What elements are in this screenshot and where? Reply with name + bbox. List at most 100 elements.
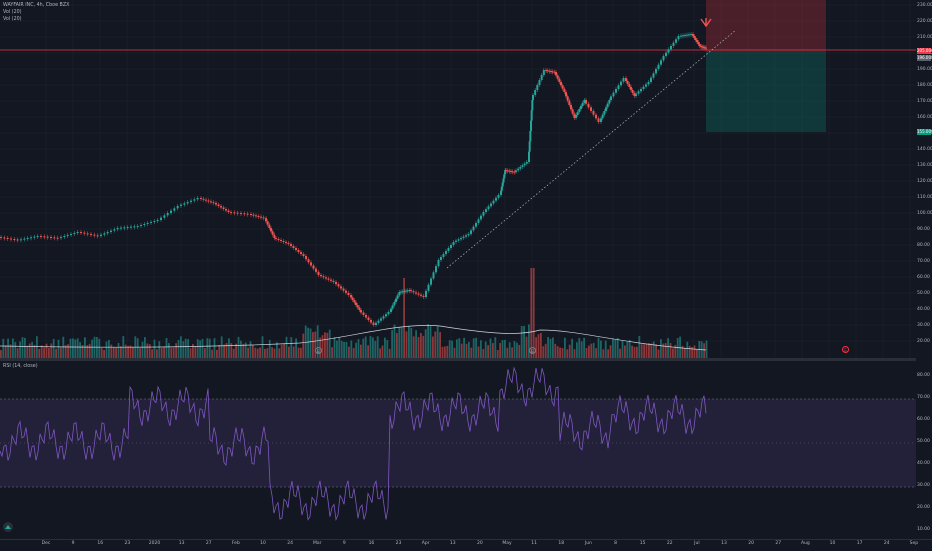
price-axis[interactable] (916, 0, 932, 539)
pane-divider[interactable] (0, 358, 932, 361)
volume-bar (516, 342, 518, 358)
volume-bar (103, 349, 105, 358)
candle (513, 171, 516, 173)
price-tick-label: 160.00 (917, 115, 932, 120)
volume-bar (86, 345, 89, 358)
candle (260, 216, 262, 218)
candle (485, 209, 487, 212)
candle (302, 254, 305, 256)
earnings-badge[interactable]: E (842, 346, 849, 353)
price-tick-label: 70.00 (917, 259, 930, 264)
volume-bar (177, 340, 180, 358)
candle (40, 236, 42, 237)
candle (617, 85, 620, 89)
volume-bar (626, 341, 629, 358)
volume-bar (619, 348, 621, 358)
volume-bar (26, 345, 29, 358)
time-axis[interactable] (0, 539, 932, 551)
volume-bar (542, 346, 545, 358)
time-tick-label: Jul (694, 541, 700, 546)
volume-bar (201, 338, 204, 358)
candle (140, 225, 142, 226)
volume-bar (487, 345, 489, 358)
volume-bar (309, 328, 312, 358)
candle (536, 85, 539, 90)
candle (270, 228, 272, 232)
candle (193, 199, 196, 201)
candle (252, 214, 255, 216)
price-chart-canvas[interactable] (0, 0, 916, 358)
candle (490, 203, 492, 207)
candle (597, 118, 600, 122)
candle (455, 240, 457, 242)
earnings-badge[interactable]: E (529, 347, 536, 354)
time-tick-label: May (502, 541, 512, 546)
candle (571, 109, 574, 114)
volume-bar (60, 347, 62, 358)
candle (46, 236, 49, 238)
candle (590, 107, 592, 111)
candle (90, 234, 92, 235)
volume-bar (165, 337, 168, 358)
rsi-line (0, 366, 707, 522)
tradingview-logo[interactable] (3, 522, 13, 532)
time-tick-label: 16 (97, 541, 104, 546)
volume-bar (537, 334, 540, 358)
candle (487, 206, 490, 210)
volume-bar (458, 338, 461, 358)
candle (435, 266, 437, 273)
volume-bar (204, 348, 206, 358)
volume-bar (45, 343, 48, 358)
candle (505, 170, 507, 171)
time-tick-label: 13 (721, 541, 727, 546)
current-price-tag: 196.000 (917, 55, 932, 61)
volume-bar (79, 342, 81, 358)
rsi-canvas[interactable] (0, 361, 916, 539)
price-chart-pane[interactable] (0, 0, 916, 358)
candle (637, 91, 640, 94)
volume-bar (628, 339, 631, 358)
volume-bar (705, 340, 708, 358)
candle (600, 118, 602, 122)
candle (538, 80, 541, 85)
price-tick-label: 80.00 (917, 243, 930, 248)
earnings-badge[interactable]: E (315, 347, 322, 354)
volume-bar (52, 338, 55, 358)
volume-bar (307, 327, 309, 358)
volume-bar (283, 343, 285, 358)
volume-bar (679, 336, 681, 358)
volume-bar (703, 343, 705, 358)
volume-bar (249, 341, 252, 358)
candle (120, 227, 122, 229)
candle (587, 103, 590, 108)
volume-bar (386, 340, 389, 358)
volume-bar (192, 343, 194, 358)
volume-bar (525, 336, 528, 358)
candle (420, 294, 422, 296)
candle (665, 52, 667, 56)
volume-bar (676, 338, 679, 358)
volume-bar (494, 337, 497, 358)
rsi-pane[interactable] (0, 361, 916, 539)
candle (36, 236, 39, 237)
candle (555, 72, 557, 76)
time-tick-label: 18 (558, 541, 565, 546)
price-tick-label: 180.00 (917, 83, 932, 88)
volume-bar (633, 346, 636, 358)
candle (93, 234, 96, 236)
candle (202, 198, 205, 200)
volume-bar (597, 337, 600, 358)
volume-bar (484, 341, 487, 358)
candle (525, 162, 528, 164)
candle (698, 44, 701, 46)
candle (217, 204, 220, 206)
candle (230, 212, 232, 213)
volume-bar (146, 343, 149, 358)
candle (645, 84, 647, 87)
candle (0, 237, 2, 238)
candle (250, 214, 252, 215)
volume-bar (74, 339, 77, 358)
price-tick-label: 20.00 (917, 339, 930, 344)
volume-bar (420, 332, 422, 358)
volume-bar (252, 345, 254, 358)
